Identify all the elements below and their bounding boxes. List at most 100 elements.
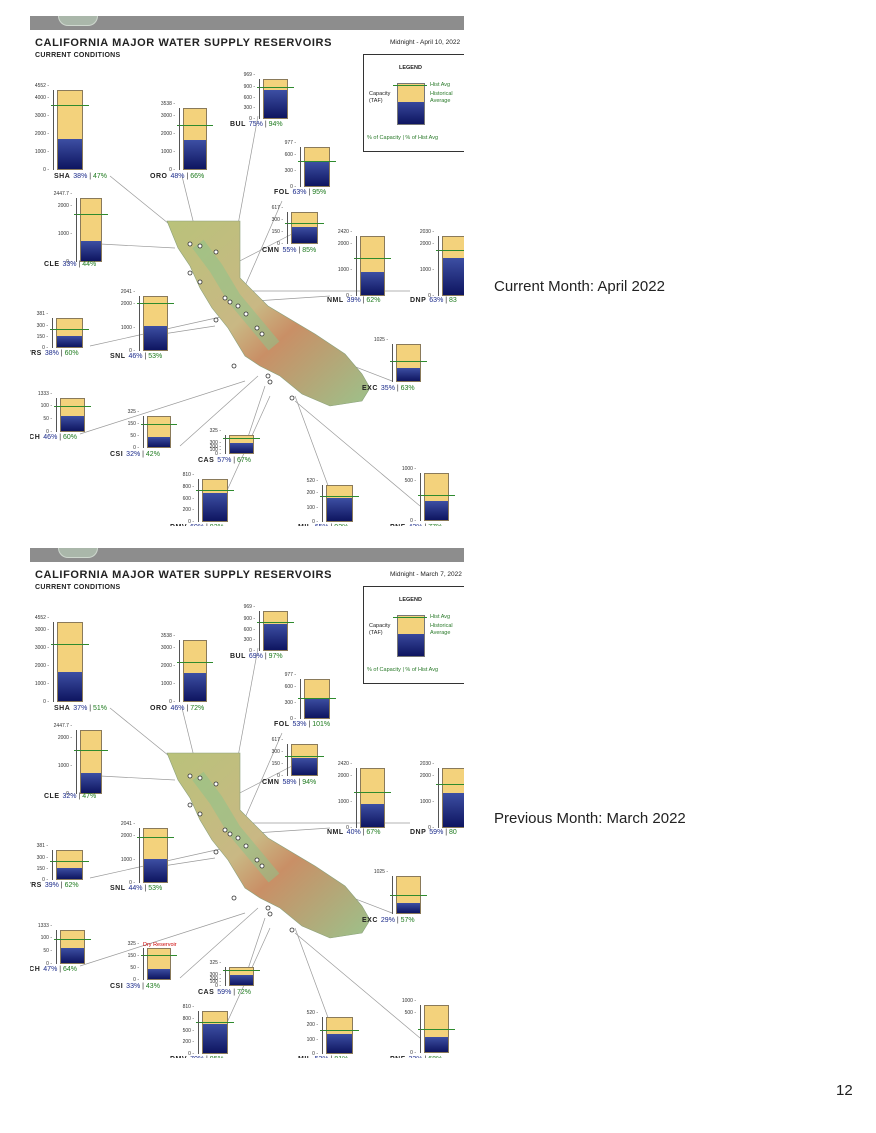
- y-tick-label: 1000 -: [337, 267, 352, 273]
- storage-fill: [397, 368, 420, 381]
- y-tick-label: 2000 -: [34, 663, 49, 669]
- y-tick-label: 600 -: [243, 627, 255, 633]
- percent-of-capacity: 42%: [409, 524, 423, 526]
- y-tick-label: 150 -: [36, 866, 48, 872]
- y-tick-label: 0 -: [249, 116, 255, 122]
- storage-fill: [292, 757, 317, 775]
- capacity-bar: [442, 768, 464, 828]
- legend-footer: % of Capacity | % of Hist Avg: [367, 135, 439, 141]
- y-tick-label: 3000 -: [34, 113, 49, 119]
- reservoir-code: CAS: [198, 989, 215, 996]
- percent-of-historical-average: 67%: [237, 457, 252, 464]
- reservoir-label: DMV69% | 92%: [170, 524, 224, 526]
- percent-of-historical-average: 68%: [428, 1056, 442, 1058]
- reservoir-code: MIL: [298, 1056, 312, 1058]
- reservoir-label: BUL 69% | 97%: [230, 653, 283, 660]
- legend-title: LEGEND: [399, 597, 422, 603]
- percent-of-historical-average: 72%: [190, 705, 205, 712]
- historical-average-line: [354, 792, 391, 793]
- y-tick-label: 200 -: [306, 490, 318, 496]
- y-axis: [139, 296, 140, 351]
- reservoir-code: DMV: [170, 1056, 187, 1058]
- y-tick-label: 0 -: [290, 184, 296, 190]
- capacity-bar: [80, 198, 102, 262]
- y-tick-label: 200 -: [306, 1022, 318, 1028]
- reservoir-code: WRS: [30, 350, 42, 357]
- percent-separator: |: [296, 779, 303, 786]
- storage-fill: [81, 240, 101, 261]
- capacity-bar: [183, 640, 207, 702]
- legend-capacity-label: Capacity (TAF): [369, 91, 391, 104]
- y-tick-label: 300 -: [36, 323, 48, 329]
- y-tick-label: 150 -: [127, 421, 139, 427]
- percent-of-capacity: 29%: [380, 917, 395, 924]
- percent-of-capacity: 46%: [170, 705, 185, 712]
- historical-average-line: [74, 214, 108, 215]
- percent-of-historical-average: 62%: [366, 297, 381, 304]
- reservoir-code: NML: [327, 297, 344, 304]
- percent-separator: |: [360, 297, 367, 304]
- historical-average-line: [141, 424, 177, 425]
- y-tick-label: 0 -: [188, 519, 194, 525]
- percent-of-historical-average: 85%: [302, 247, 317, 254]
- y-tick-label: 0 -: [42, 345, 48, 351]
- y-tick-label: 0 -: [46, 429, 52, 435]
- percent-of-historical-average: 62%: [64, 882, 79, 889]
- storage-fill: [148, 969, 170, 979]
- y-tick-label: 0 -: [188, 1051, 194, 1057]
- y-tick-label: 0 -: [346, 293, 352, 299]
- legend-sample-bar: [397, 615, 425, 657]
- y-axis: [420, 473, 421, 521]
- percent-of-capacity: 40%: [346, 829, 361, 836]
- percent-of-capacity: 63%: [429, 297, 444, 304]
- capacity-max-label: 520 -: [306, 478, 318, 484]
- panel-date: Midnight - April 10, 2022: [390, 39, 461, 46]
- storage-fill: [230, 974, 253, 985]
- y-tick-label: 0 -: [312, 519, 318, 525]
- historical-average-line: [51, 105, 89, 106]
- percent-of-historical-average: 77%: [428, 524, 442, 526]
- y-axis: [259, 611, 260, 651]
- reservoir-code: DMV: [170, 524, 187, 526]
- y-tick-label: 2000 -: [160, 131, 175, 137]
- reservoir-label: FOL 63% | 95%: [274, 189, 326, 196]
- reservoir-label: MIL65% | 92%: [298, 524, 348, 526]
- y-tick-label: 900 -: [243, 616, 255, 622]
- y-tick-label: 1000 -: [160, 681, 175, 687]
- historical-average-line: [196, 1022, 234, 1023]
- percent-of-capacity: 63%: [292, 189, 307, 196]
- percent-separator: |: [231, 989, 238, 996]
- reservoir-code: CLE: [44, 261, 60, 268]
- percent-of-capacity: 39%: [44, 882, 59, 889]
- percent-of-capacity: 53%: [315, 1056, 329, 1058]
- reservoir-label: ORO 46% | 72%: [150, 705, 204, 712]
- capacity-max-label: 977 -: [284, 140, 296, 146]
- percent-separator: |: [262, 121, 269, 128]
- reservoir-code: WRS: [30, 882, 42, 889]
- capacity-bar: [360, 236, 385, 296]
- y-tick-label: 0 -: [133, 977, 139, 983]
- capacity-bar: [147, 948, 171, 980]
- capacity-bar: [229, 435, 254, 454]
- storage-fill: [327, 1034, 352, 1053]
- percent-of-capacity: 48%: [170, 173, 185, 180]
- legend-footer: % of Capacity | % of Hist Avg: [367, 667, 439, 673]
- storage-fill: [361, 272, 384, 295]
- reservoir-label: CAS 59% | 72%: [198, 989, 251, 996]
- caption-previous-month: Previous Month: March 2022: [494, 810, 686, 827]
- percent-of-historical-average: 60%: [64, 350, 79, 357]
- reservoir-label: ORO 48% | 66%: [150, 173, 204, 180]
- percent-of-capacity: 59%: [217, 989, 232, 996]
- percent-separator: |: [394, 385, 401, 392]
- capacity-max-label: 3538 -: [160, 633, 175, 639]
- capacity-max-label: 977 -: [284, 672, 296, 678]
- storage-fill: [305, 162, 329, 186]
- legend-sample-bar: [397, 83, 425, 125]
- storage-fill: [292, 226, 317, 243]
- percent-separator: |: [296, 247, 303, 254]
- storage-fill: [443, 792, 464, 827]
- y-tick-label: 2000 -: [337, 241, 352, 247]
- historical-average-line: [298, 161, 336, 162]
- percent-of-capacity: 53%: [292, 721, 307, 728]
- storage-fill: [264, 623, 287, 650]
